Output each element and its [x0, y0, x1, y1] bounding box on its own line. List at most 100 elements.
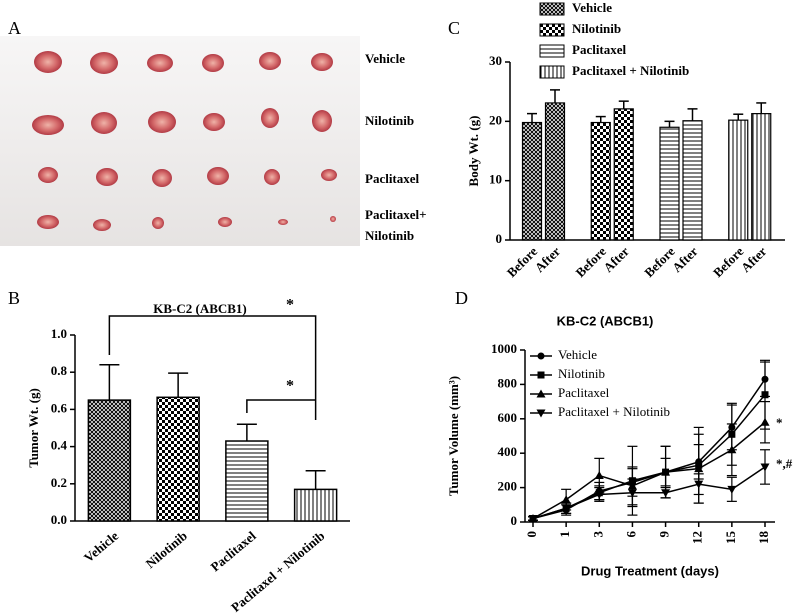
marker — [594, 490, 604, 499]
marker — [561, 495, 571, 504]
panel-label: C — [448, 18, 460, 38]
marker — [760, 463, 770, 472]
row-label: Nilotinib — [365, 228, 414, 243]
marker — [561, 504, 571, 513]
row-label: Nilotinib — [365, 113, 414, 128]
marker — [661, 489, 671, 498]
x-tick-label: 9 — [657, 531, 672, 538]
legend-label: Paclitaxel + Nilotinib — [558, 404, 670, 419]
x-tick-label: After — [738, 243, 770, 275]
y-axis-label: Tumor Wt. (g) — [26, 388, 41, 468]
x-tick-label: 18 — [756, 531, 771, 545]
marker — [536, 389, 546, 398]
y-tick-label: 20 — [489, 112, 502, 127]
x-tick-label: Nilotinib — [143, 528, 190, 571]
significance-mark: * — [286, 378, 294, 395]
marker — [528, 515, 538, 524]
row-label: Vehicle — [365, 51, 405, 66]
panel-label: A — [8, 18, 21, 38]
x-tick-label: 6 — [623, 531, 638, 538]
marker — [537, 352, 545, 360]
significance-bracket — [108, 315, 317, 420]
y-tick-label: 0.4 — [51, 438, 68, 453]
legend-label: Paclitaxel + Nilotinib — [572, 63, 689, 78]
marker — [760, 417, 770, 426]
y-tick-label: 0.6 — [51, 400, 68, 415]
marker — [761, 391, 769, 399]
y-tick-label: 0.2 — [51, 475, 67, 490]
legend-swatch — [539, 65, 565, 79]
y-tick-label: 1.0 — [51, 326, 67, 341]
series-line — [532, 466, 766, 520]
y-tick-label: 0 — [511, 513, 518, 528]
marker — [727, 445, 737, 454]
bar — [544, 102, 566, 241]
x-tick-label: 1 — [557, 531, 572, 538]
marker — [594, 471, 604, 480]
x-tick-label: 15 — [723, 531, 738, 545]
bar — [87, 399, 132, 522]
bar — [225, 440, 269, 522]
chart-title: KB-C2 (ABCB1) — [153, 301, 247, 316]
y-tick-label: 800 — [498, 375, 518, 390]
bar — [590, 121, 611, 241]
series-line — [532, 421, 766, 520]
y-axis-label: Body Wt. (g) — [466, 116, 481, 187]
bar — [293, 488, 338, 522]
legend-swatch — [539, 44, 565, 58]
marker — [627, 489, 637, 498]
legend-label: Paclitaxel — [558, 385, 610, 400]
y-tick-label: 1000 — [491, 341, 517, 356]
bar — [682, 120, 703, 241]
y-tick-label: 200 — [498, 479, 518, 494]
series-line — [532, 378, 766, 520]
y-tick-label: 0.8 — [51, 363, 68, 378]
y-tick-label: 400 — [498, 444, 518, 459]
x-tick-label: After — [669, 243, 701, 275]
legend-label: Nilotinib — [558, 366, 605, 381]
legend-swatch — [539, 23, 565, 37]
bar — [728, 119, 749, 241]
significance-mark: * — [776, 415, 783, 430]
photo — [0, 36, 360, 246]
legend-label: Vehicle — [572, 0, 612, 15]
y-tick-label: 0.0 — [51, 512, 67, 527]
significance-mark: *,# — [776, 456, 793, 471]
legend-swatch — [539, 2, 565, 16]
marker — [661, 467, 671, 476]
row-label: Paclitaxel — [365, 171, 420, 186]
bar — [751, 113, 772, 241]
panel-label: D — [455, 288, 468, 308]
row-label: Paclitaxel+ — [365, 207, 427, 222]
bar — [659, 126, 680, 241]
panel-label: B — [8, 288, 20, 308]
chart-title: KB-C2 (ABCB1) — [557, 313, 654, 328]
marker — [537, 371, 545, 379]
y-tick-label: 30 — [489, 53, 502, 68]
bar — [521, 121, 543, 241]
bar — [156, 396, 200, 522]
x-tick-label: Paclitaxel — [208, 528, 259, 575]
x-tick-label: 3 — [590, 531, 605, 538]
legend-label: Paclitaxel — [572, 42, 627, 57]
y-tick-label: 10 — [489, 172, 502, 187]
x-tick-label: 0 — [524, 531, 539, 538]
x-tick-label: 12 — [690, 531, 705, 544]
marker — [694, 464, 704, 473]
y-axis-label: Tumor Volume (mm³) — [446, 376, 461, 496]
y-tick-label: 0 — [496, 231, 503, 246]
x-tick-label: After — [600, 243, 632, 275]
marker — [727, 485, 737, 494]
x-tick-label: After — [532, 243, 564, 275]
y-tick-label: 600 — [498, 410, 518, 425]
legend-label: Vehicle — [558, 347, 597, 362]
significance-bracket — [246, 399, 316, 413]
marker — [536, 409, 546, 418]
x-tick-label: Vehicle — [81, 528, 121, 565]
significance-mark: * — [286, 297, 294, 314]
legend-label: Nilotinib — [572, 21, 621, 36]
x-axis-label: Drug Treatment (days) — [581, 563, 719, 578]
marker — [694, 480, 704, 489]
bar — [613, 108, 634, 241]
